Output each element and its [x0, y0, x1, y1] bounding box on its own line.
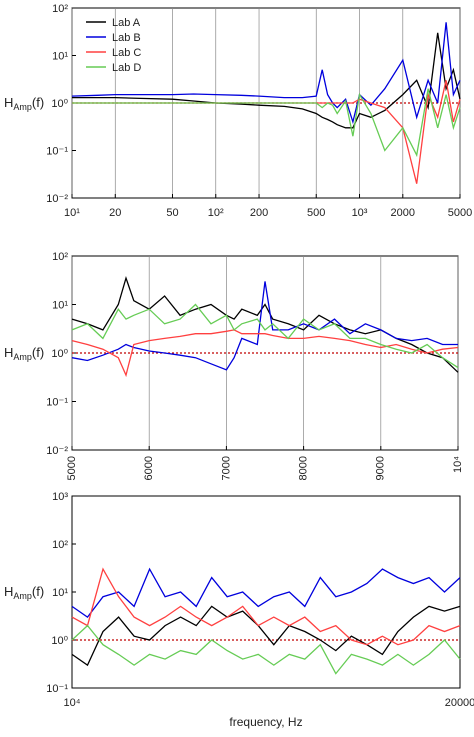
- y-tick-label: 10⁻²: [46, 193, 68, 205]
- data-line: [71, 22, 461, 125]
- x-tick-label: 20: [109, 207, 121, 219]
- legend-label: Lab C: [112, 47, 141, 59]
- x-tick-label: 500: [307, 207, 325, 219]
- data-line: [71, 567, 461, 646]
- y-label-tail: (f): [32, 95, 44, 110]
- x-tick-label: 10⁴: [452, 456, 464, 473]
- y-tick-label: 10²: [52, 539, 68, 551]
- y-label-sub: Amp: [13, 352, 32, 362]
- y-label-main: H: [4, 95, 13, 110]
- x-tick-label: 5000: [66, 456, 78, 480]
- x-tick-label: 10³: [352, 207, 368, 219]
- x-tick-label: 10²: [208, 207, 224, 219]
- y-tick-label: 10²: [52, 3, 68, 15]
- data-line: [72, 88, 461, 158]
- x-tick-label: 9000: [375, 456, 387, 480]
- y-axis-label: HAmp(f): [4, 345, 44, 362]
- y-tick-label: 10¹: [52, 587, 68, 599]
- legend-label: Lab A: [112, 17, 141, 29]
- y-tick-label: 10²: [52, 251, 68, 263]
- y-tick-label: 10⁻¹: [46, 397, 68, 409]
- data-line: [71, 624, 461, 675]
- legend-label: Lab B: [112, 32, 141, 44]
- y-axis-label: HAmp(f): [4, 95, 44, 112]
- y-label-tail: (f): [32, 584, 44, 599]
- y-tick-label: 10³: [52, 491, 68, 503]
- y-tick-label: 10¹: [52, 300, 68, 312]
- x-tick-label: 6000: [143, 456, 155, 480]
- data-line: [72, 32, 461, 129]
- y-tick-label: 10⁻¹: [46, 146, 68, 158]
- y-tick-label: 10⁰: [51, 635, 68, 647]
- legend-label: Lab D: [112, 62, 141, 74]
- x-tick-label: 50: [166, 207, 178, 219]
- y-tick-label: 10⁰: [51, 348, 68, 360]
- y-tick-label: 10⁻¹: [46, 683, 68, 695]
- y-tick-label: 10¹: [52, 51, 68, 63]
- x-tick-label: 10¹: [64, 207, 80, 219]
- data-line: [71, 567, 461, 618]
- x-tick-label: 7000: [220, 456, 232, 480]
- data-line: [71, 281, 458, 371]
- x-tick-label: 5000: [448, 207, 472, 219]
- x-tick-label: 10⁴: [64, 697, 81, 709]
- x-tick-label: 20000: [445, 697, 474, 709]
- x-tick-label: 8000: [298, 456, 310, 480]
- y-label-tail: (f): [32, 345, 44, 360]
- data-line: [71, 303, 459, 369]
- x-tick-label: 2000: [391, 207, 415, 219]
- y-label-sub: Amp: [13, 102, 32, 112]
- y-label-sub: Amp: [13, 591, 32, 601]
- y-axis-label: HAmp(f): [4, 584, 44, 601]
- y-tick-label: 10⁰: [51, 98, 68, 110]
- x-axis-label: frequency, Hz: [229, 715, 302, 729]
- data-line: [71, 605, 461, 667]
- y-label-main: H: [4, 345, 13, 360]
- y-tick-label: 10⁻²: [46, 445, 68, 457]
- x-tick-label: 200: [250, 207, 268, 219]
- y-label-main: H: [4, 584, 13, 599]
